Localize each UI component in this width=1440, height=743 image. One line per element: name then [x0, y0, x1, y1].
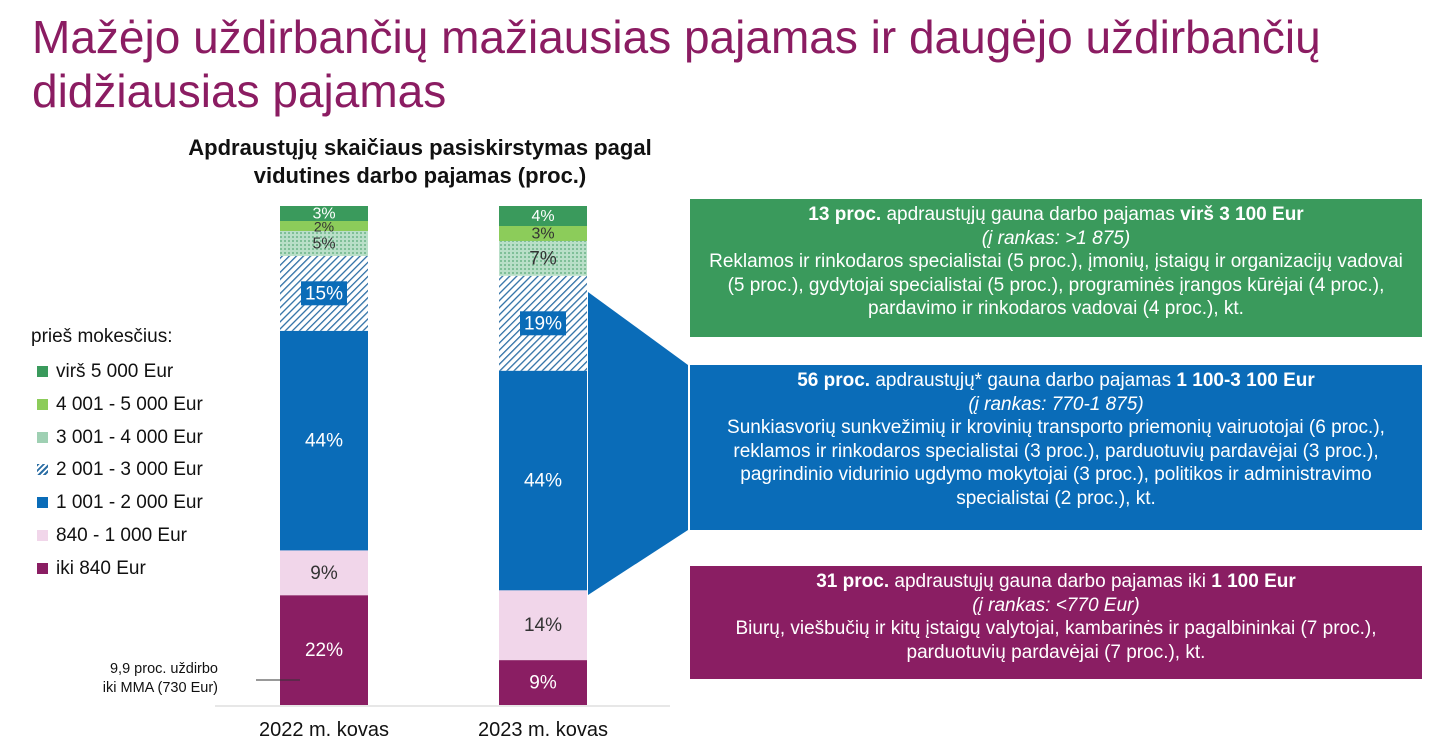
- info-box-lead: 13 proc. apdraustųjų gauna darbo pajamas…: [702, 203, 1410, 227]
- data-label-2-001-3-000-eur: 15%: [305, 283, 343, 304]
- legend-swatch: [37, 398, 48, 410]
- info-box-text: apdraustųjų gauna darbo pajamas iki: [889, 571, 1212, 592]
- info-box-range: virš 3 100 Eur: [1180, 204, 1304, 225]
- data-label-iki-840-eur: 9%: [529, 673, 557, 694]
- bar-segment-vir-5-000-eur: [499, 206, 587, 226]
- mma-note-line1: 9,9 proc. uždirbo: [109, 661, 218, 677]
- bar-segment-1-001-2-000-eur: [280, 330, 368, 551]
- bar-segment-3-001-4-000-eur: [499, 240, 587, 276]
- chart-title: Apdraustųjų skaičiaus pasiskirstymas pag…: [188, 135, 652, 188]
- bar-segment-840-1-000-eur: [280, 550, 368, 596]
- info-box-range: 1 100 Eur: [1211, 571, 1296, 592]
- mma-note: 9,9 proc. uždirbo iki MMA (730 Eur): [60, 660, 218, 698]
- bar-segment-1-001-2-000-eur: [499, 370, 587, 591]
- legend-swatch: [37, 529, 48, 541]
- data-label-4-001-5-000-eur: 3%: [531, 225, 554, 242]
- data-label-840-1-000-eur: 14%: [524, 615, 562, 636]
- legend-label: virš 5 000 Eur: [56, 361, 174, 382]
- data-label-background: [520, 311, 566, 336]
- info-box-share: 13 proc.: [808, 204, 882, 225]
- legend-swatch: [37, 497, 48, 509]
- bar-segment-840-1-000-eur: [499, 590, 587, 661]
- legend-label: 840 - 1 000 Eur: [56, 524, 187, 546]
- info-box-net: (į rankas: 770-1 875): [968, 393, 1144, 415]
- legend-label: 2 001 - 3 000 Eur: [56, 459, 203, 481]
- info-box-text: apdraustųjų* gauna darbo pajamas: [870, 370, 1177, 391]
- info-box-occupations: Reklamos ir rinkodaros specialistai (5 p…: [709, 251, 1403, 319]
- bar-segment-3-001-4-000-eur: [280, 231, 368, 256]
- info-box-occupations: Sunkiasvorių sunkvežimių ir krovinių tra…: [727, 417, 1385, 509]
- legend-title: prieš mokesčius:: [31, 326, 173, 347]
- legend-swatch: [37, 366, 48, 377]
- data-label-1-001-2-000-eur: 44%: [524, 471, 562, 492]
- info-box-share: 56 proc.: [797, 370, 871, 391]
- bar-segment-4-001-5-000-eur: [499, 226, 587, 241]
- mma-note-line2: iki MMA (730 Eur): [102, 680, 218, 696]
- data-label-4-001-5-000-eur: 2%: [314, 219, 334, 235]
- data-label-840-1-000-eur: 9%: [310, 563, 338, 584]
- info-box-net: (į rankas: <770 Eur): [972, 594, 1140, 616]
- data-label-1-001-2-000-eur: 44%: [305, 431, 343, 452]
- legend-swatch: [37, 431, 48, 443]
- legend-swatch: [37, 464, 48, 476]
- info-box-text: apdraustųjų gauna darbo pajamas: [881, 204, 1181, 225]
- legend-label: 1 001 - 2 000 Eur: [56, 492, 203, 514]
- data-label-background: [301, 281, 347, 306]
- x-tick-label: 2023 m. kovas: [478, 719, 608, 741]
- bar-segment-iki-840-eur: [280, 595, 368, 705]
- data-label-3-001-4-000-eur: 7%: [529, 248, 557, 269]
- legend-swatch: [37, 562, 48, 574]
- data-label-vir-5-000-eur: 3%: [312, 206, 335, 223]
- legend-label: 3 001 - 4 000 Eur: [56, 426, 203, 448]
- page-title: Mažėjo uždirbančių mažiausias pajamas ir…: [32, 11, 1321, 117]
- stacked-bar-chart: 22%9%44%15%5%2%3%9%14%44%19%7%3%4% 2022 …: [215, 206, 688, 741]
- info-box-occupations: Biurų, viešbučių ir kitų įstaigų valytoj…: [735, 618, 1377, 663]
- data-label-vir-5-000-eur: 4%: [531, 208, 554, 225]
- x-tick-label: 2022 m. kovas: [259, 719, 389, 741]
- info-box-low-earners: 31 proc. apdraustųjų gauna darbo pajamas…: [690, 566, 1422, 679]
- info-box-lead: 56 proc. apdraustųjų* gauna darbo pajama…: [702, 369, 1410, 393]
- bar-segment-4-001-5-000-eur: [280, 221, 368, 231]
- info-box-range: 1 100-3 100 Eur: [1176, 370, 1315, 391]
- info-box-share: 31 proc.: [816, 571, 890, 592]
- info-box-net: (į rankas: >1 875): [981, 227, 1131, 249]
- legend-label: iki 840 Eur: [56, 557, 146, 579]
- info-box-lead: 31 proc. apdraustųjų gauna darbo pajamas…: [702, 570, 1410, 594]
- info-box-top-earners: 13 proc. apdraustųjų gauna darbo pajamas…: [690, 199, 1422, 337]
- data-label-3-001-4-000-eur: 5%: [312, 235, 335, 252]
- bar-segment-iki-840-eur: [499, 660, 587, 705]
- funnel-connector: [588, 292, 688, 595]
- legend-label: 4 001 - 5 000 Eur: [56, 393, 203, 415]
- data-label-2-001-3-000-eur: 19%: [524, 313, 562, 334]
- bar-segment-vir-5-000-eur: [280, 206, 368, 221]
- data-label-iki-840-eur: 22%: [305, 640, 343, 661]
- info-box-middle-earners: 56 proc. apdraustųjų* gauna darbo pajama…: [690, 365, 1422, 530]
